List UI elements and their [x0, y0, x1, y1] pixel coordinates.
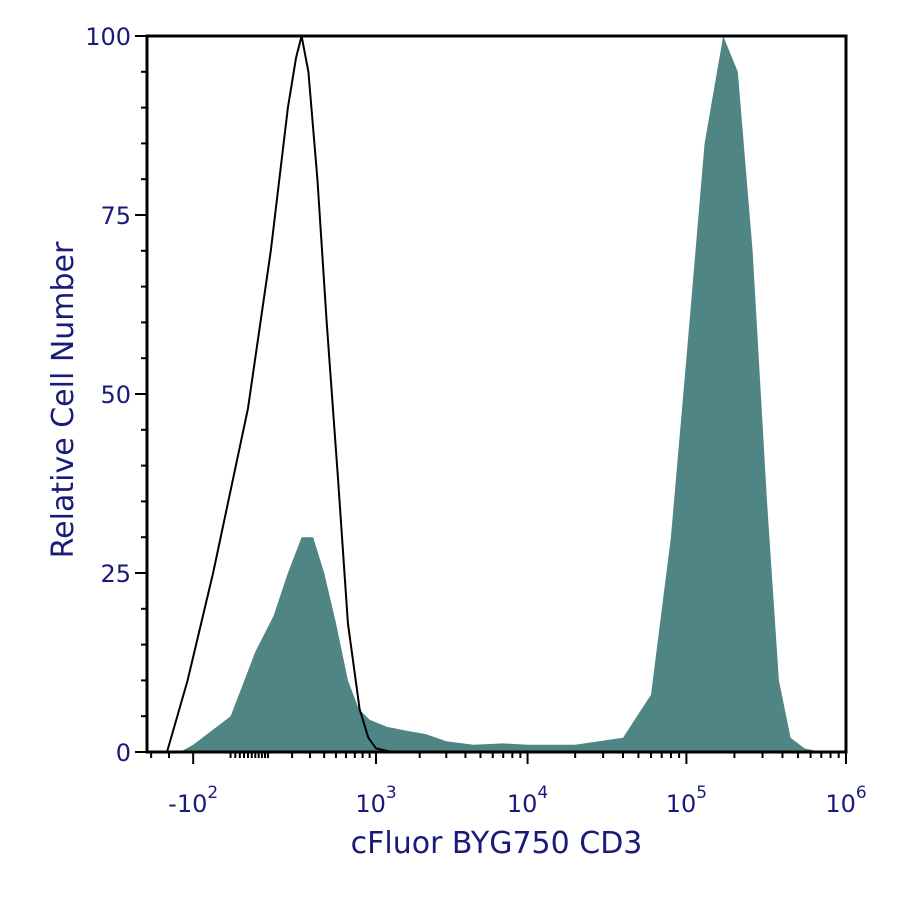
- x-axis: -102 103 104 105 106: [150, 752, 867, 818]
- x-tick-label: 104: [507, 783, 548, 818]
- x-tick-label: 105: [666, 783, 707, 818]
- y-tick-label: 50: [100, 381, 131, 409]
- plot-layer: [166, 35, 822, 753]
- y-tick-label: 25: [100, 560, 131, 588]
- y-axis: 0 25 50 75 100: [85, 23, 147, 767]
- y-axis-title: Relative Cell Number: [46, 241, 81, 558]
- y-tick-label: 75: [100, 202, 131, 230]
- x-axis-title: cFluor BYG750 CD3: [351, 826, 643, 861]
- x-tick-label: 103: [355, 783, 396, 818]
- y-tick-label: 0: [116, 739, 131, 767]
- outline-histogram: [166, 35, 413, 753]
- filled-histogram: [180, 36, 822, 752]
- x-tick-label: -102: [168, 783, 218, 818]
- y-tick-label: 100: [85, 23, 131, 51]
- x-tick-label: 106: [825, 783, 866, 818]
